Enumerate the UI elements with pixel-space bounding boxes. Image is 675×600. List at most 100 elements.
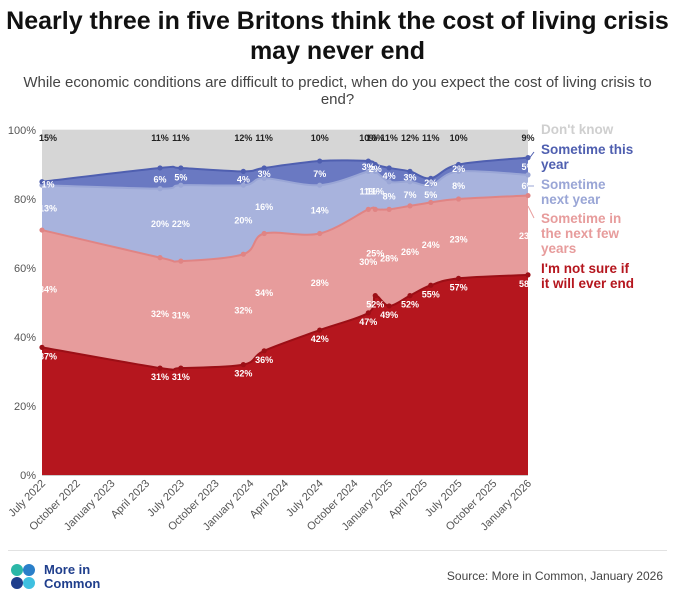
data-label-not-sure: 47% (359, 317, 377, 327)
data-label-next-year: 16% (255, 202, 273, 212)
data-label-this-year: 4% (237, 174, 250, 184)
logo-line-1: More in (44, 562, 91, 577)
point-this-year (317, 158, 323, 164)
legend-line: Sometime (541, 177, 606, 192)
data-label-dont-know: 11% (422, 133, 440, 143)
point-next-few-years (317, 230, 323, 237)
area-next-year (42, 169, 528, 262)
point-next-few-years (407, 203, 413, 209)
data-label-next-few-years: 34% (255, 288, 273, 298)
data-label-not-sure: 57% (450, 282, 468, 292)
data-label-next-few-years: 25% (366, 248, 384, 258)
data-label-not-sure: 32% (234, 369, 252, 379)
data-label-not-sure: 37% (39, 351, 57, 361)
data-label-not-sure: 58% (519, 279, 537, 289)
point-not-sure (317, 327, 323, 333)
point-this-year (455, 161, 462, 168)
data-label-dont-know: 12% (234, 133, 252, 143)
legend-this-year: Sometime this year (541, 142, 633, 172)
data-label-this-year: 3% (258, 169, 271, 179)
point-this-year (365, 158, 371, 164)
data-label-next-few-years: 30% (359, 257, 377, 267)
logo-line-2: Common (44, 576, 101, 591)
point-not-sure (261, 348, 267, 354)
point-next-few-years (39, 227, 45, 233)
point-next-few-years (386, 206, 392, 212)
point-not-sure (365, 310, 371, 316)
data-label-this-year: 2% (369, 164, 382, 174)
point-next-few-years (157, 255, 163, 261)
legend-line: it will ever end (541, 276, 634, 291)
data-label-this-year: 5% (521, 162, 534, 172)
point-not-sure (428, 282, 434, 288)
point-this-year (428, 175, 434, 181)
point-this-year (157, 165, 163, 171)
data-label-next-year: 8% (383, 192, 396, 202)
point-next-few-years (240, 251, 246, 257)
data-label-dont-know: 11% (151, 133, 169, 143)
point-next-year (525, 172, 531, 178)
data-label-next-few-years: 26% (401, 247, 419, 257)
data-label-this-year: 5% (174, 173, 187, 183)
point-this-year (178, 165, 184, 171)
data-label-next-few-years: 28% (380, 254, 398, 264)
data-label-dont-know: 15% (39, 133, 57, 143)
point-next-year (240, 182, 246, 188)
stacked-area-chart: 37%31% 31% 32%36%42%47%52%49%52%55%57% 58%3… (6, 122, 634, 533)
point-this-year (240, 168, 246, 174)
data-label-this-year: 4% (383, 171, 396, 181)
data-label-next-few-years: 31% (172, 311, 190, 321)
point-next-year (317, 182, 323, 188)
chart-subtitle: While economic conditions are difficult … (23, 74, 652, 108)
data-label-next-few-years: 23% (519, 231, 537, 241)
point-this-year (386, 165, 392, 171)
area-dont-know (42, 130, 528, 182)
data-label-dont-know: 9% (521, 133, 534, 143)
legend-next-few-years: Sometime in the next few years (541, 211, 621, 256)
y-tick-label: 20% (14, 401, 36, 413)
legend-line: Sometime this (541, 142, 633, 157)
source-note: Source: More in Common, January 2026 (446, 569, 663, 583)
point-next-few-years (428, 199, 434, 206)
data-label-next-few-years: 24% (422, 240, 440, 250)
data-label-this-year: 1% (41, 179, 54, 189)
data-label-dont-know: 10% (311, 133, 329, 143)
data-label-next-year: 11% (366, 186, 384, 196)
legend-line: Sometime in (541, 211, 621, 226)
point-not-sure (240, 362, 246, 368)
legend-line: next year (541, 192, 601, 207)
point-next-few-years (455, 196, 462, 202)
point-not-sure (178, 365, 184, 371)
data-label-dont-know: 12% (401, 133, 419, 143)
point-next-year (386, 179, 392, 185)
point-next-year (261, 175, 267, 181)
data-label-dont-know: 11% (255, 133, 273, 143)
point-not-sure (372, 293, 378, 299)
point-not-sure (386, 303, 392, 309)
data-label-dont-know: 10% (450, 133, 468, 143)
data-label-next-year: 20% (234, 216, 252, 226)
data-label-next-year: 7% (403, 190, 416, 200)
data-label-dont-know: 11% (380, 133, 398, 143)
legend-line: years (541, 241, 576, 256)
data-label-next-few-years: 23% (450, 235, 468, 245)
point-this-year (372, 161, 378, 168)
data-label-next-year: 13% (39, 204, 57, 214)
point-next-year (372, 168, 378, 174)
point-not-sure (157, 365, 163, 371)
footer-divider (8, 550, 667, 551)
point-not-sure (407, 293, 413, 299)
data-label-next-few-years: 32% (234, 305, 252, 315)
point-not-sure (39, 344, 45, 350)
data-label-next-year: 20% (151, 219, 169, 229)
data-label-next-few-years: 34% (39, 285, 57, 295)
point-next-year (428, 182, 434, 188)
data-label-not-sure: 36% (255, 355, 273, 365)
data-label-this-year: 7% (313, 169, 326, 179)
data-label-this-year: 2% (452, 164, 465, 174)
point-not-sure (455, 275, 462, 281)
data-label-next-few-years: 32% (151, 309, 169, 319)
data-label-next-few-years: 28% (311, 278, 329, 288)
data-label-dont-know: 10% (366, 133, 384, 143)
point-next-few-years (178, 258, 184, 264)
